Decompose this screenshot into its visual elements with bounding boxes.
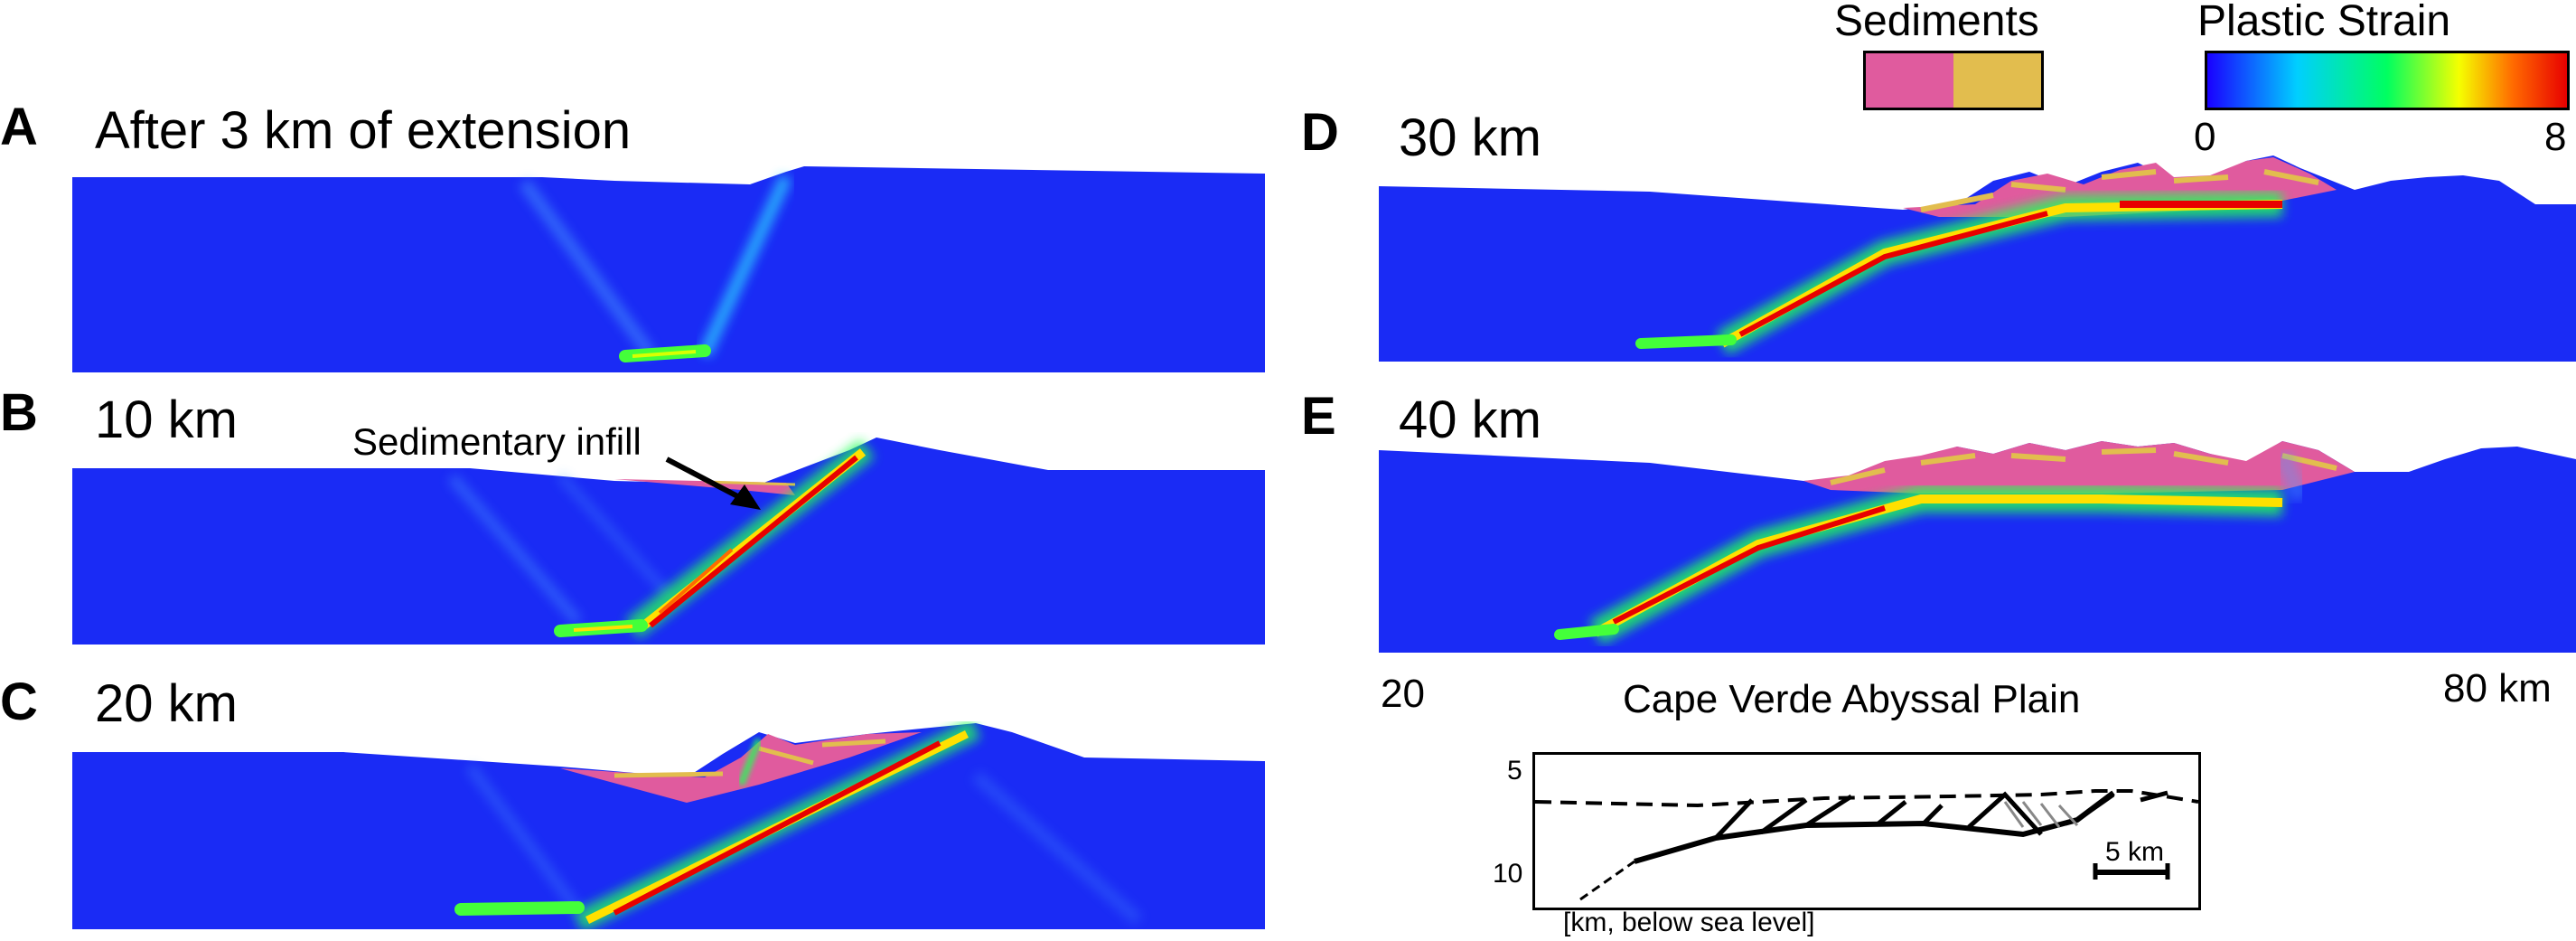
profile-y-tick-5: 5 bbox=[1507, 756, 1522, 786]
profile-y-tick-10: 10 bbox=[1493, 859, 1523, 889]
model-panel-b bbox=[72, 432, 1265, 645]
panel-title-c: 20 km bbox=[95, 674, 238, 733]
panel-title-d: 30 km bbox=[1399, 108, 1541, 167]
model-panel-d bbox=[1379, 154, 2576, 362]
panel-letter-b: B bbox=[0, 383, 38, 442]
model-panel-a bbox=[72, 165, 1265, 372]
profile-units-label: [km, below sea level] bbox=[1563, 908, 1815, 937]
colorbar-min-label: 0 bbox=[2194, 115, 2216, 159]
model-panel-e bbox=[1379, 436, 2576, 653]
seismic-profile-box bbox=[1532, 752, 2201, 910]
sedimentary-infill-label: Sedimentary infill bbox=[352, 420, 642, 463]
panel-title-e: 40 km bbox=[1399, 391, 1541, 449]
profile-title: Cape Verde Abyssal Plain bbox=[1623, 677, 2081, 721]
annotation-arrow bbox=[665, 456, 761, 510]
sediment-pink-swatch bbox=[1866, 53, 1953, 108]
sediment-gold-swatch bbox=[1953, 53, 2041, 108]
plastic-strain-colorbar bbox=[2205, 51, 2570, 110]
model-panel-c bbox=[72, 721, 1265, 929]
panel-letter-a: A bbox=[0, 98, 38, 156]
panel-letter-d: D bbox=[1301, 103, 1339, 162]
x-axis-right-label: 80 km bbox=[2443, 666, 2552, 710]
panel-letter-c: C bbox=[0, 673, 38, 731]
colorbar-max-label: 8 bbox=[2544, 115, 2567, 159]
sediments-legend-swatch bbox=[1863, 51, 2044, 110]
panel-letter-e: E bbox=[1301, 387, 1336, 446]
plastic-strain-legend-title: Plastic Strain bbox=[2197, 0, 2451, 45]
panel-title-b: 10 km bbox=[95, 391, 238, 449]
panel-title-a: After 3 km of extension bbox=[95, 101, 632, 160]
sediments-legend-title: Sediments bbox=[1834, 0, 2039, 45]
scale-bar-label: 5 km bbox=[2105, 837, 2165, 867]
x-axis-left-label: 20 bbox=[1381, 672, 1425, 716]
